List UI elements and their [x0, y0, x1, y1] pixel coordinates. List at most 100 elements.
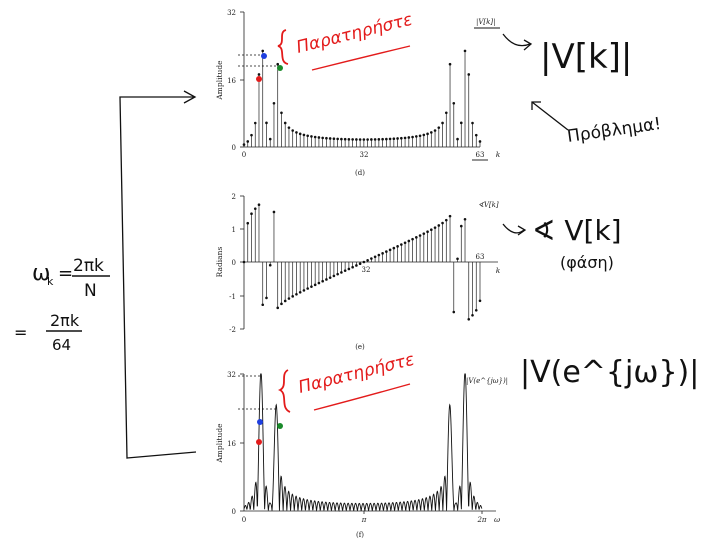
red-brace-bottom — [277, 369, 291, 413]
stem-d-dot-24 — [332, 137, 336, 141]
stem-d-dot-30 — [355, 138, 358, 141]
stem-d-dot-42 — [400, 136, 403, 140]
panel-e-caption: (e) — [355, 343, 365, 351]
stem-d-dot-32 — [362, 138, 366, 141]
formula-sub: k — [47, 275, 54, 288]
stem-e-dot-34 — [370, 257, 373, 260]
stem-e-dot-45 — [411, 237, 414, 241]
formula-omega-k-64: = 2πk 64 — [14, 311, 82, 354]
formula-den: N — [84, 281, 97, 301]
panel-d-caption: (d) — [355, 169, 365, 177]
stem-d-dot-15 — [298, 132, 302, 136]
stem-e-dot-46 — [415, 236, 418, 239]
stem-e-dot-62 — [474, 308, 478, 312]
stem-e-dot-14 — [295, 292, 298, 296]
stem-d-dot-17 — [306, 134, 309, 138]
stem-e-dot-25 — [336, 272, 339, 276]
stem-e-dot-16 — [302, 289, 306, 292]
stem-d-dot-61 — [471, 121, 474, 125]
panel-e-stems — [242, 203, 482, 321]
stem-d-dot-60 — [467, 73, 471, 76]
marker-red-d — [256, 76, 262, 82]
panel-d-magnitude-dft: 32 16 0 0 32 63 k Amplitude |V[k]| (d) — [215, 9, 501, 177]
panel-f-curve — [243, 373, 483, 512]
stem-e-dot-6 — [265, 296, 268, 300]
panel-f-ytick-32: 32 — [227, 371, 236, 379]
stem-e-dot-2 — [250, 212, 253, 216]
stem-d-dot-34 — [370, 138, 373, 141]
formula-omega-k: ω k = 2πk N — [32, 256, 110, 301]
panel-d-stems — [242, 49, 482, 147]
panel-f-xtick-0: 0 — [242, 516, 246, 524]
stem-d-dot-13 — [291, 129, 294, 132]
stem-d-dot-49 — [426, 132, 429, 136]
stem-d-dot-11 — [283, 121, 287, 125]
stem-d-dot-47 — [418, 134, 422, 138]
stem-e-dot-44 — [407, 239, 411, 243]
panel-e-ylabel: Radians — [215, 247, 224, 278]
stem-d-dot-0 — [242, 143, 246, 146]
stem-e-dot-50 — [430, 228, 433, 232]
stem-d-dot-36 — [377, 138, 381, 141]
stem-e-dot-11 — [283, 299, 287, 303]
panel-d-ytick-0: 0 — [232, 144, 236, 152]
stem-d-dot-20 — [317, 136, 321, 139]
stem-d-dot-44 — [407, 136, 411, 139]
red-brace-top — [277, 29, 289, 65]
stem-d-dot-35 — [373, 138, 377, 141]
stem-d-dot-1 — [246, 140, 250, 143]
stem-d-dot-41 — [396, 137, 399, 140]
marker-green-f — [277, 423, 283, 429]
stem-e-dot-8 — [272, 210, 276, 214]
stem-e-dot-40 — [392, 246, 396, 250]
stem-e-dot-35 — [373, 255, 377, 259]
stem-d-dot-14 — [295, 131, 298, 134]
stem-d-dot-56 — [452, 101, 456, 105]
panel-f-ytick-0: 0 — [232, 508, 236, 516]
stem-d-dot-39 — [388, 137, 392, 141]
formula-num: 2πk — [73, 256, 104, 276]
stem-d-dot-54 — [444, 111, 448, 115]
stem-d-dot-52 — [437, 126, 441, 129]
stem-d-dot-50 — [430, 131, 433, 134]
stem-d-dot-63 — [478, 140, 482, 143]
stem-d-dot-21 — [321, 136, 324, 140]
formula2-den: 64 — [52, 336, 71, 354]
panel-f-dtft-magnitude: 32 16 0 0 π 2π ω Amplitude |V(e^{jω})| (… — [215, 371, 508, 539]
stem-e-dot-7 — [268, 263, 272, 267]
stem-d-dot-26 — [340, 137, 343, 141]
stem-e-dot-9 — [276, 306, 280, 310]
stem-e-dot-47 — [418, 234, 422, 237]
stem-d-dot-28 — [347, 138, 351, 141]
stem-e-dot-15 — [298, 290, 302, 294]
panel-f-xlabel: ω — [494, 515, 500, 524]
stem-e-dot-4 — [257, 203, 261, 207]
panel-d-xtick-32: 32 — [360, 151, 369, 159]
stem-d-dot-19 — [313, 135, 317, 139]
note-phase-label: ∢ V[k] — [532, 214, 622, 247]
panel-d-xlabel: k — [496, 150, 501, 159]
stem-e-dot-53 — [441, 221, 444, 225]
stem-d-dot-23 — [328, 137, 332, 140]
stem-d-dot-4 — [257, 73, 261, 76]
stem-e-dot-49 — [426, 230, 429, 234]
marker-red-f — [256, 439, 262, 445]
stem-e-dot-18 — [310, 285, 313, 288]
stem-d-dot-58 — [459, 121, 463, 125]
stem-e-dot-56 — [452, 310, 456, 314]
stem-e-dot-59 — [463, 217, 467, 221]
formula2-eq: = — [14, 323, 27, 342]
panel-f-legend: |V(e^{jω})| — [466, 377, 508, 385]
stem-e-dot-20 — [317, 281, 321, 285]
stem-e-dot-26 — [340, 271, 343, 274]
stem-e-dot-37 — [381, 252, 384, 255]
panel-e-xtick-63: 63 — [476, 253, 485, 261]
note-magnitude-label: |V[k]| — [540, 37, 632, 77]
stem-e-dot-31 — [358, 262, 362, 266]
stem-d-dot-31 — [358, 138, 362, 141]
stem-d-dot-62 — [474, 133, 478, 137]
panel-e-legend: ∢V[k] — [478, 201, 499, 209]
panel-f-caption: (f) — [356, 531, 364, 539]
stem-d-dot-3 — [253, 121, 257, 125]
